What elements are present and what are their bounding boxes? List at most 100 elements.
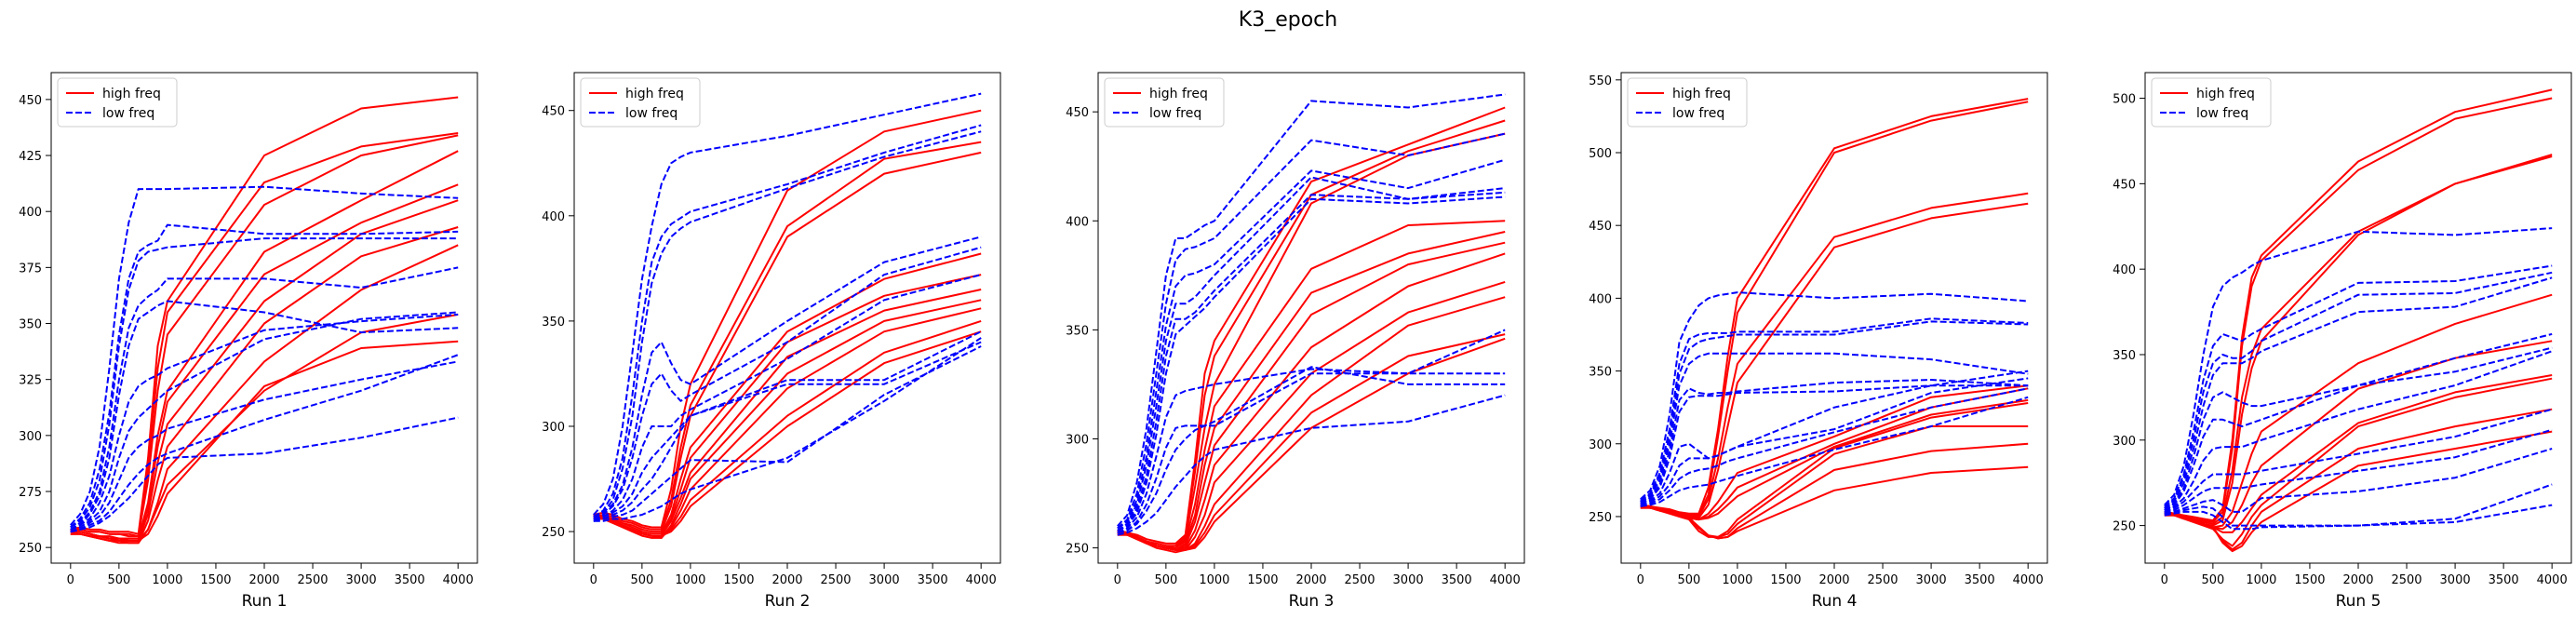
high-freq-line-8 — [1117, 280, 1506, 554]
high-freq-line-8 — [70, 244, 459, 545]
legend-box — [580, 77, 701, 128]
high-freq-line-6 — [2164, 340, 2553, 531]
x-tick-label: 3500 — [395, 573, 425, 587]
low-freq-line-21 — [1640, 396, 2029, 507]
low-freq-line-12 — [593, 124, 982, 518]
legend: high freq low freq — [1627, 77, 1748, 128]
x-tick-label: 2000 — [248, 573, 279, 587]
y-tick-label: 450 — [542, 105, 565, 119]
high-freq-line-1 — [1640, 98, 2029, 515]
x-tick-label: 2000 — [2342, 573, 2373, 587]
high-freq-line-1 — [593, 109, 982, 529]
x-axis-label: Run 5 — [2336, 592, 2381, 611]
low-freq-line-14 — [593, 235, 982, 518]
low-freq-line-14 — [70, 266, 459, 531]
x-tick-label: 2500 — [1867, 573, 1898, 587]
x-tick-label: 3000 — [346, 573, 377, 587]
x-tick-label: 4000 — [966, 573, 997, 587]
x-tick-label: 2000 — [1818, 573, 1849, 587]
legend-label: low freq — [2196, 106, 2248, 121]
high-freq-line-2 — [70, 132, 459, 538]
y-tick-label: 450 — [1066, 106, 1089, 120]
high-freq-line-8 — [593, 307, 982, 539]
low-freq-line-17 — [593, 330, 982, 520]
low-freq-line-18 — [70, 360, 459, 533]
low-freq-line-15 — [70, 300, 459, 531]
x-tick-label: 0 — [590, 573, 597, 587]
low-freq-line-21 — [1117, 394, 1506, 536]
x-axis-label: Run 3 — [1289, 592, 1335, 611]
x-tick-label: 3500 — [1965, 573, 1995, 587]
legend-label: high freq — [2196, 87, 2255, 101]
y-tick-label: 400 — [1066, 215, 1089, 229]
x-tick-label: 3000 — [2440, 573, 2471, 587]
high-freq-line-10 — [2164, 430, 2553, 553]
low-freq-line-11 — [593, 92, 982, 516]
high-freq-line-11 — [1117, 337, 1506, 551]
legend-label: low freq — [1149, 106, 1201, 121]
series-group — [70, 96, 459, 545]
legend-label: low freq — [102, 106, 154, 121]
low-freq-line-12 — [70, 223, 459, 529]
y-tick-label: 350 — [2113, 349, 2136, 363]
high-freq-line-10 — [593, 330, 982, 537]
y-tick-label: 350 — [1066, 324, 1089, 338]
high-freq-line-8 — [2164, 377, 2553, 547]
high-freq-line-6 — [593, 289, 982, 537]
low-freq-line-17 — [1640, 384, 2029, 505]
low-freq-line-20 — [70, 416, 459, 533]
legend: high freq low freq — [1104, 77, 1225, 128]
x-tick-label: 2000 — [1295, 573, 1326, 587]
legend: high freq low freq — [580, 77, 701, 128]
high-freq-line-3 — [1640, 192, 2029, 518]
low-freq-line-11 — [2164, 227, 2553, 506]
chart-panel-2: 0 500 1000 1500 2000 2500 3000 3500 4000 250 300 35… — [542, 72, 1001, 611]
high-freq-line-8 — [1640, 402, 2029, 538]
x-tick-label: 1000 — [675, 573, 705, 587]
low-freq-line-19 — [1117, 372, 1506, 534]
legend-label: high freq — [1149, 87, 1208, 101]
y-tick-label: 450 — [1589, 220, 1612, 234]
high-freq-line-11 — [1640, 465, 2029, 540]
low-freq-line-14 — [1640, 320, 2029, 504]
x-tick-label: 4000 — [2537, 573, 2568, 587]
x-tick-label: 500 — [630, 573, 653, 587]
high-freq-line-2 — [593, 141, 982, 531]
x-tick-label: 0 — [67, 573, 74, 587]
y-tick-label: 350 — [1589, 366, 1612, 380]
y-tick-label: 250 — [2113, 520, 2136, 534]
chart-panel-3: 0 500 1000 1500 2000 2500 3000 3500 4000 250 300 35… — [1066, 72, 1525, 611]
x-tick-label: 3000 — [1916, 573, 1947, 587]
legend-box — [57, 77, 178, 128]
low-freq-line-16 — [70, 313, 459, 531]
high-freq-line-1 — [70, 96, 459, 535]
low-freq-line-19 — [1640, 377, 2029, 506]
low-freq-line-15 — [2164, 346, 2553, 511]
high-freq-line-3 — [2164, 154, 2553, 525]
x-tick-label: 4000 — [2013, 573, 2044, 587]
chart-panel-5: 0 500 1000 1500 2000 2500 3000 3500 4000 250 300 35… — [2113, 72, 2572, 611]
y-tick-label: 275 — [19, 486, 42, 500]
legend-box — [2151, 77, 2272, 128]
x-tick-label: 2500 — [297, 573, 328, 587]
chart-panel-4: 0 500 1000 1500 2000 2500 3000 3500 4000 250 300 35… — [1589, 72, 2048, 611]
y-tick-label: 500 — [1589, 147, 1612, 161]
high-freq-line-1 — [2164, 88, 2553, 522]
high-freq-line-7 — [1117, 252, 1506, 551]
x-tick-label: 1500 — [1770, 573, 1801, 587]
x-tick-label: 2500 — [820, 573, 851, 587]
low-freq-line-19 — [593, 345, 982, 522]
y-tick-label: 300 — [2113, 435, 2136, 449]
figure-title: K3_epoch — [1239, 8, 1337, 32]
high-freq-line-1 — [1117, 106, 1506, 545]
series-group — [2164, 88, 2553, 553]
high-freq-line-3 — [70, 134, 459, 538]
low-freq-line-16 — [1640, 379, 2029, 505]
series-group — [593, 92, 982, 539]
y-tick-label: 400 — [542, 210, 565, 224]
y-tick-label: 550 — [1589, 74, 1612, 88]
low-freq-line-19 — [70, 354, 459, 533]
series-group — [1117, 93, 1506, 554]
low-freq-line-13 — [593, 130, 982, 518]
low-freq-line-20 — [2164, 448, 2553, 515]
